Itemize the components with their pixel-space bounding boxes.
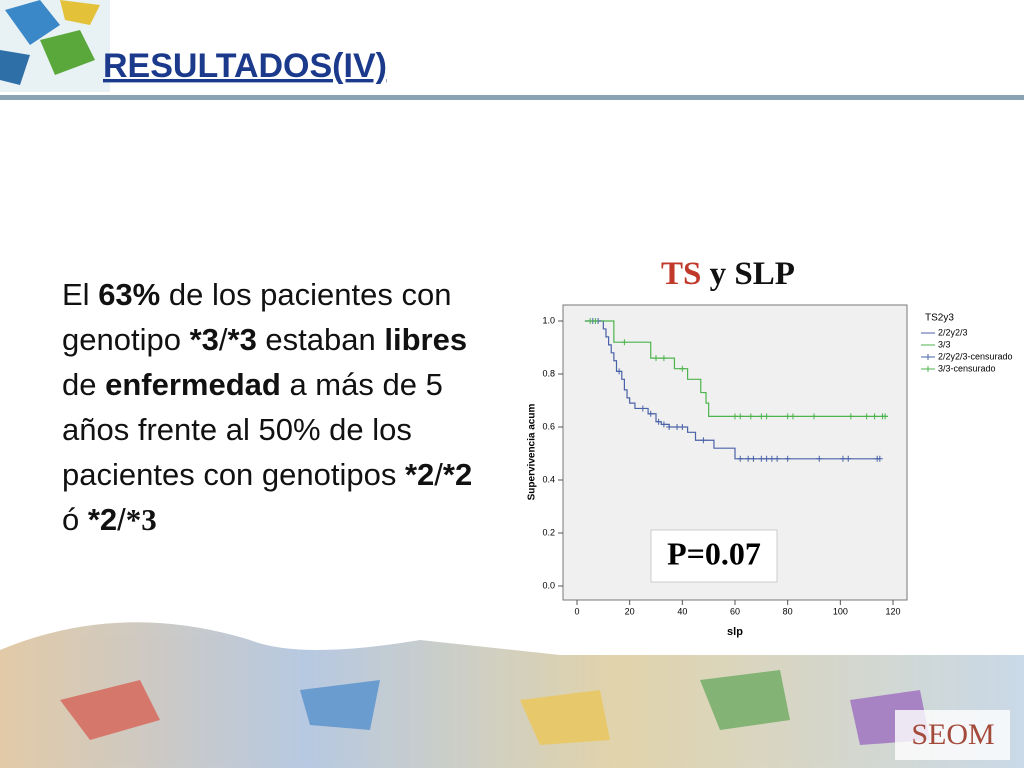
x-tick-label: 80 [783,606,793,616]
slide-title: RESULTADOS(IV) [103,47,387,85]
censor-mark [876,455,883,462]
survival-line [584,320,888,417]
censor-mark [784,455,791,462]
censor-mark [639,405,646,412]
legend-label: 2/2y2/3 [938,327,968,337]
text-run: / [434,457,443,492]
text-run: estaban [256,322,385,357]
x-tick-label: 60 [730,606,740,616]
x-tick-label: 100 [833,606,848,616]
censor-mark [763,413,770,420]
text-run: de [62,367,106,402]
p-value-box [650,529,778,583]
y-tick-label: 0.6 [542,421,555,431]
censor-mark [768,455,775,462]
censor-mark [660,355,667,362]
x-axis-label: slp [727,626,743,638]
censor-mark [758,455,765,462]
survival-line [584,320,880,460]
censor-mark [816,455,823,462]
heading-run: y SLP [701,256,795,292]
x-tick-label: 40 [677,606,687,616]
heading-run: TS [661,256,701,292]
censor-mark [647,410,654,417]
y-tick-label: 0.8 [542,368,555,378]
censor-mark [674,424,681,430]
censor-mark [845,455,852,462]
y-axis-label: Supervivencia acum [527,404,538,501]
text-run: de los pacientes con genotipo [62,277,452,357]
x-tick-label: 0 [574,606,579,616]
censor-mark [784,413,791,420]
x-tick-label: 20 [625,606,635,616]
censor-mark [747,413,754,420]
censor-mark [737,413,744,420]
censor-mark [592,318,599,324]
header-decoration [0,0,1024,100]
logo: SEOM [911,718,994,751]
censor-mark [811,413,817,420]
censor-mark [737,455,744,462]
censor-mark [666,424,673,430]
censor-mark [653,355,659,362]
censor-mark [679,424,686,430]
y-tick-label: 0.0 [542,580,555,590]
censor-mark [679,365,686,372]
censor-mark [774,455,781,462]
censor-mark [655,418,662,425]
text-run: *3 [125,502,157,537]
censor-mark [871,413,878,420]
censor-mark [750,455,757,462]
y-tick-label: 0.4 [542,474,555,484]
text-run: *3 [227,322,257,357]
mosaic-decoration [0,622,1024,768]
text-run: *3 [189,322,219,357]
censor-mark [758,413,765,420]
censor-mark [847,413,854,420]
y-tick-label: 1.0 [542,315,555,325]
legend-label: 2/2y2/3-censurado [938,351,1013,361]
legend-marker [925,366,931,372]
censor-mark [789,413,796,420]
p-value: P=0.07 [667,535,761,571]
text-run: *2 [87,502,118,537]
text-run: *2 [442,457,473,492]
x-tick-label: 120 [885,606,900,616]
censor-mark [616,368,623,375]
censor-mark [763,455,770,462]
censor-mark [621,339,628,346]
text-run: 63% [98,277,161,312]
legend-marker [925,354,931,360]
text-run: enfermedad [105,367,281,402]
censor-mark [587,318,594,324]
text-run: / [117,502,126,537]
chart-heading: TS y SLP [661,256,795,292]
text-run: ó [62,502,88,537]
y-tick-label: 0.2 [542,527,555,537]
text-run: / [218,322,228,357]
text-run: *2 [404,457,435,492]
censor-mark [732,413,738,420]
legend-title: TS2y3 [925,313,954,324]
body-text: El 63% de los pacientes con genotipo *3/… [62,272,492,542]
censor-mark [882,413,889,420]
text-run: libres [384,322,468,357]
censor-mark [660,421,667,428]
legend-label: 3/3 [938,339,951,349]
text-run: El [62,277,99,312]
censor-mark [863,413,870,420]
censor-mark [839,455,846,462]
text-run: a más de 5 años frente al 50% de los pac… [62,367,443,492]
censor-mark [745,455,752,462]
censor-mark [700,437,707,444]
legend-label: 3/3-censurado [938,363,996,373]
